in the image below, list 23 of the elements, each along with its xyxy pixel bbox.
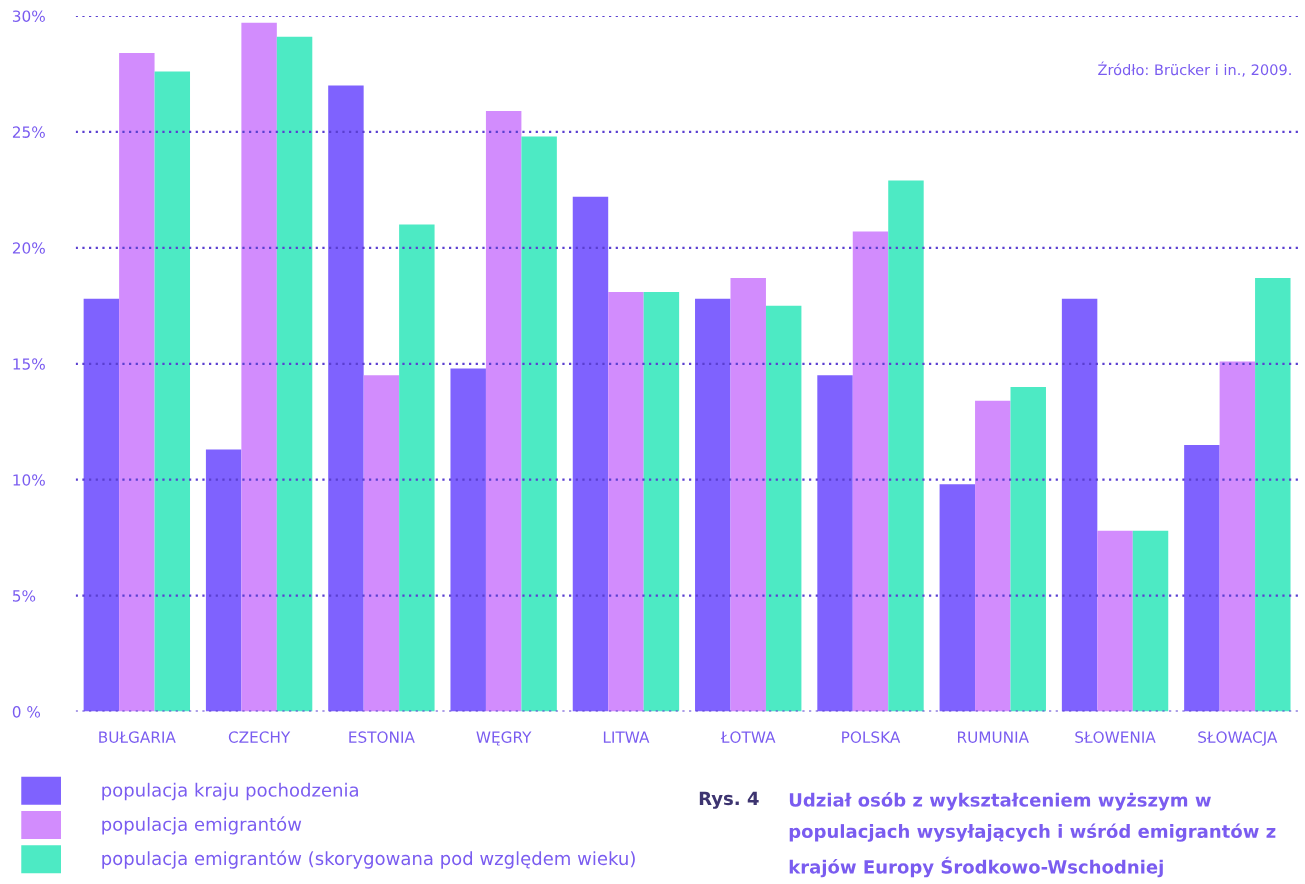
text: Udział osób z wykształceniem wyższym w populacjach wysyłających i wśród emigrantów z krajów Europy Środkowo-Wschodniej [789,792,1276,878]
y-tick-label: 20% [12,242,45,254]
y-tick-label: 15% [13,358,45,370]
legend-label: populacja kraju pochodzenia [102,782,358,801]
x-tick-label: BUŁGARIA [99,731,176,743]
y-tick-label: 0 % [12,706,41,718]
x-tick-label: RUMUNIA [958,731,1029,743]
x-tick-label: SŁOWENIA [1075,731,1156,743]
x-tick-label: ESTONIA [349,731,415,743]
legend-label: populacja emigrantów (skorygowana pod względem wieku) [102,850,635,869]
y-tick-label: 5% [12,590,36,602]
x-tick-label: WĘGRY [476,731,532,746]
y-tick-label: 25% [12,126,45,138]
y-tick-label: 10% [13,474,45,486]
annotation: Źródło: Brücker i in., 2009. [1098,61,1291,77]
y-tick-label: 30% [12,10,45,22]
x-tick-label: SŁOWACJA [1198,731,1278,746]
x-tick-label: ŁOTWA [720,731,776,743]
text: Rys. 4 [699,791,759,809]
x-tick-label: LITWA [603,731,650,743]
x-tick-label: CZECHY [228,731,291,743]
legend-label: populacja emigrantów [102,816,302,835]
x-tick-label: POLSKA [842,731,901,743]
